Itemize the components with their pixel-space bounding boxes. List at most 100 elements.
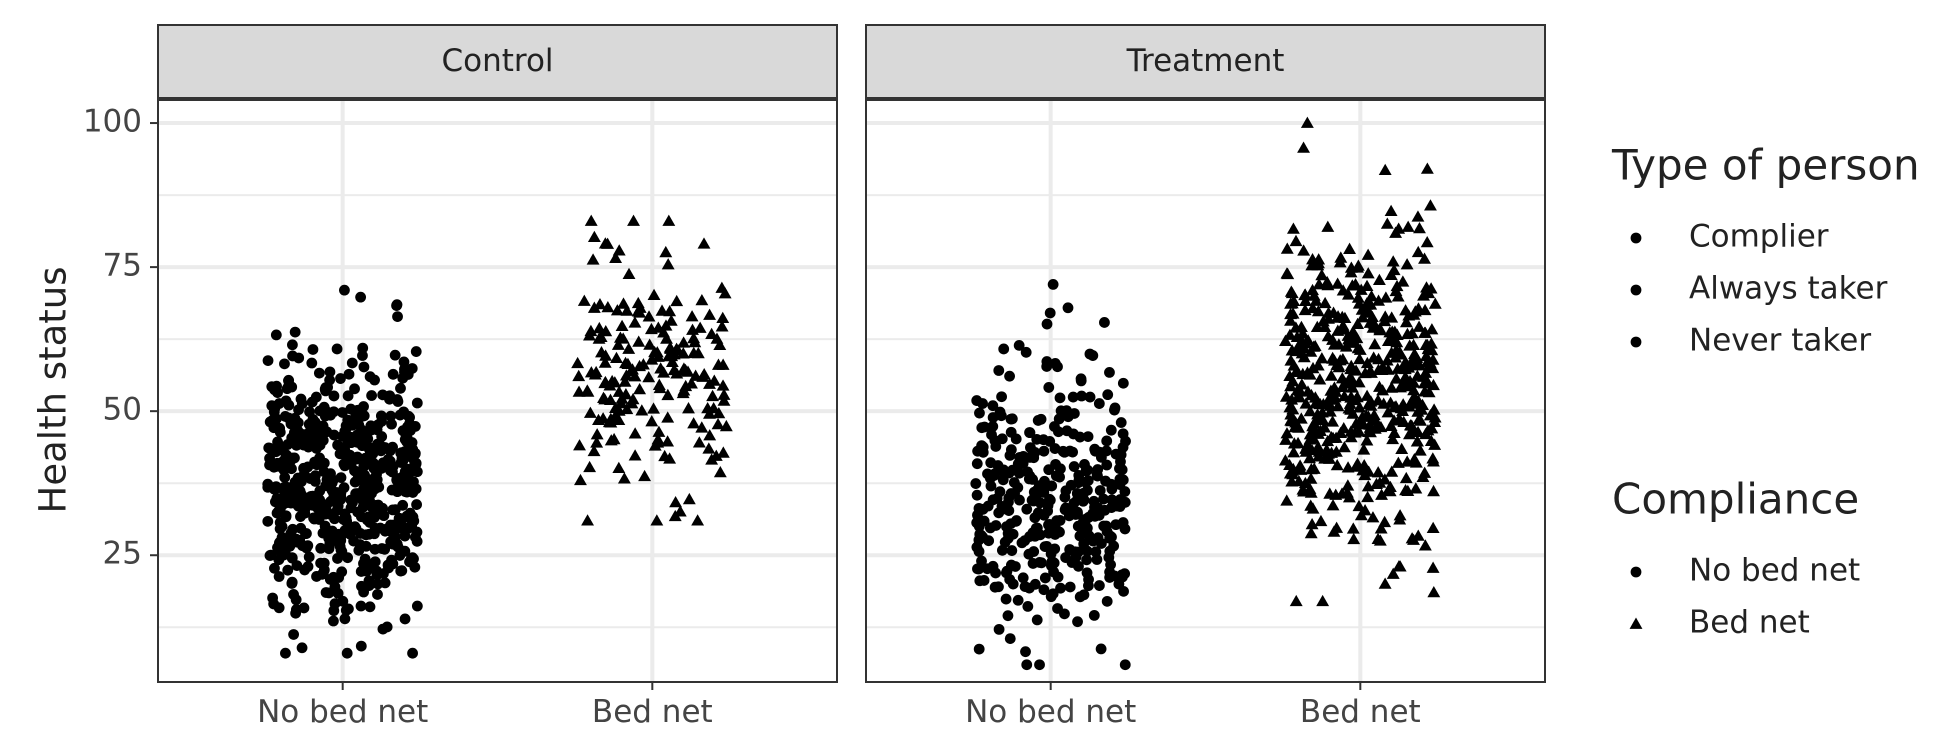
data-point-triangle (1325, 389, 1339, 401)
data-point-circle (1067, 391, 1079, 403)
data-point-triangle (1299, 397, 1313, 409)
data-point-triangle (711, 417, 725, 430)
data-point-circle (1023, 582, 1035, 594)
data-point-circle (366, 390, 378, 401)
data-point-circle (315, 542, 327, 554)
data-point-circle (988, 469, 1000, 481)
data-point-triangle (1428, 411, 1442, 423)
data-point-triangle (657, 366, 671, 378)
data-point-triangle (1425, 323, 1439, 335)
data-point-triangle (1304, 388, 1318, 401)
data-point-triangle (717, 388, 731, 400)
data-point-triangle (1341, 288, 1355, 300)
data-point-triangle (1385, 465, 1399, 477)
data-point-circle (307, 344, 319, 355)
data-point-triangle (1358, 468, 1372, 481)
data-point-circle (1061, 425, 1073, 437)
facet-strip-label: Control (441, 43, 553, 79)
data-point-triangle (1335, 372, 1349, 384)
data-point-circle (348, 416, 360, 428)
data-point-circle (1021, 659, 1033, 671)
data-point-circle (1093, 580, 1105, 591)
data-point-circle (1004, 370, 1015, 382)
data-point-triangle (1292, 339, 1306, 351)
data-point-circle (1041, 318, 1053, 330)
data-point-triangle (1280, 267, 1294, 279)
data-point-triangle (1360, 306, 1374, 318)
data-point-circle (1053, 426, 1064, 438)
data-point-circle (387, 538, 399, 550)
data-point-triangle (1329, 431, 1343, 443)
data-point-triangle (1405, 532, 1419, 544)
data-point-triangle (1362, 425, 1376, 437)
data-point-triangle (1365, 366, 1378, 378)
data-point-circle (271, 507, 283, 519)
data-point-triangle (682, 492, 696, 505)
data-point-triangle (610, 304, 624, 316)
data-point-triangle (638, 469, 652, 482)
data-point-circle (290, 607, 302, 619)
y-tick-label: 50 (103, 392, 142, 428)
data-point-circle (1109, 402, 1121, 414)
data-point-circle (398, 406, 410, 418)
data-point-circle (1003, 492, 1015, 504)
data-point-triangle (625, 397, 639, 409)
data-point-triangle (716, 311, 730, 323)
data-point-triangle (1351, 341, 1365, 354)
data-point-triangle (1372, 294, 1385, 306)
data-point-triangle (1400, 379, 1414, 392)
data-point-circle (1094, 485, 1106, 496)
data-point-circle (335, 491, 347, 503)
data-point-triangle (1352, 425, 1366, 437)
data-point-circle (358, 410, 370, 422)
data-point-circle (974, 407, 985, 419)
data-point-triangle (1413, 444, 1427, 456)
data-point-circle (1064, 581, 1076, 593)
data-point-triangle (584, 324, 598, 337)
data-point-triangle (1372, 363, 1385, 376)
data-point-circle (397, 372, 409, 384)
data-point-circle (1068, 461, 1080, 472)
panels: Control No bed net Bed net 25 50 75 100 Treatme… (83, 24, 1546, 730)
data-point-triangle (1416, 470, 1430, 483)
data-point-triangle (1326, 499, 1340, 511)
data-point-triangle (1343, 242, 1357, 254)
data-point-circle (278, 464, 290, 476)
data-point-triangle (1299, 445, 1313, 457)
data-point-triangle (1307, 340, 1321, 352)
data-point-triangle (1409, 482, 1423, 494)
data-point-circle (1062, 302, 1074, 314)
data-point-triangle (574, 473, 587, 486)
data-point-circle (1087, 535, 1099, 547)
data-point-triangle (1284, 297, 1298, 309)
data-point-circle (395, 382, 406, 394)
data-point-circle (378, 510, 390, 522)
data-point-circle (982, 500, 994, 512)
data-point-circle (379, 577, 391, 589)
panel-background (158, 100, 837, 682)
data-point-circle (1092, 470, 1103, 482)
data-point-circle (1072, 616, 1083, 628)
data-point-triangle (1346, 522, 1360, 534)
data-point-circle (331, 533, 342, 545)
data-point-circle (1034, 529, 1046, 541)
facet-strip (157, 24, 838, 99)
data-point-triangle (1284, 314, 1297, 326)
data-point-circle (348, 535, 360, 547)
data-point-triangle (1369, 413, 1383, 426)
data-point-triangle (1318, 421, 1331, 433)
data-point-triangle (1295, 378, 1309, 390)
data-point-circle (411, 535, 423, 547)
legend-item-label: Never taker (1689, 323, 1871, 359)
data-point-circle (336, 546, 348, 557)
data-point-circle (302, 561, 314, 572)
data-point-triangle (1409, 456, 1423, 468)
data-point-circle (1049, 529, 1061, 540)
data-point-circle (289, 476, 301, 488)
data-point-circle (291, 536, 303, 548)
data-point-triangle (1323, 452, 1336, 464)
data-point-triangle (633, 382, 647, 395)
data-point-circle (1012, 594, 1024, 606)
data-point-triangle (1326, 352, 1340, 364)
